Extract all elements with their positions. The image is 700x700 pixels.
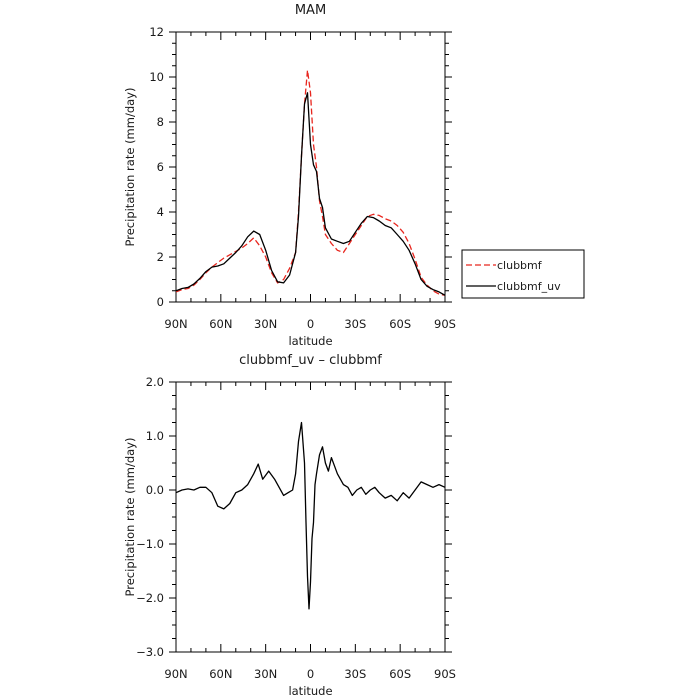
series-line-clubbmf_uv [176, 92, 445, 296]
x-tick-label: 90N [164, 317, 187, 331]
legend-box [461, 249, 585, 299]
y-tick-label: 0.0 [146, 483, 164, 497]
y-tick-label: −3.0 [136, 645, 164, 659]
y-tick-label: −1.0 [136, 537, 164, 551]
x-axis-label: latitude [288, 334, 332, 348]
y-axis-label: Precipitation rate (mm/day) [123, 88, 137, 247]
legend-label-clubbmf: clubbmf [497, 259, 543, 272]
x-tick-label: 0 [307, 667, 314, 681]
chart-title: MAM [295, 3, 326, 18]
plot-frame [175, 381, 446, 653]
y-tick-label: 2 [157, 250, 164, 264]
x-tick-label: 30N [254, 317, 277, 331]
x-axis-label: latitude [288, 684, 332, 698]
y-tick-label: 8 [157, 115, 164, 129]
x-tick-label: 30S [344, 317, 366, 331]
x-tick-label: 90N [164, 667, 187, 681]
x-tick-label: 60S [389, 317, 411, 331]
y-tick-label: 10 [149, 70, 164, 84]
series-line-clubbmf [176, 69, 445, 296]
top-panel: MAM 90N 60N 30N 0 30S 60S 90S 0 2 4 6 8 10 12 latitude P… [123, 3, 585, 348]
y-tick-label: 4 [157, 205, 164, 219]
chart-title: clubbmf_uv – clubbmf [239, 353, 382, 368]
y-tick-label: 6 [157, 160, 164, 174]
series-line-difference [176, 421, 445, 610]
bottom-panel: clubbmf_uv – clubbmf 90N 60N 30N 0 30S 60S 90S −… [123, 353, 456, 698]
x-tick-label: 90S [434, 667, 456, 681]
y-tick-label: 2.0 [146, 375, 164, 389]
x-tick-label: 0 [307, 317, 314, 331]
plot-frame [175, 31, 446, 303]
x-tick-label: 30S [344, 667, 366, 681]
x-tick-label: 30N [254, 667, 277, 681]
y-tick-label: 1.0 [146, 429, 164, 443]
x-tick-label: 60N [209, 317, 232, 331]
y-tick-label: 12 [149, 25, 164, 39]
x-tick-label: 60S [389, 667, 411, 681]
y-tick-label: −2.0 [136, 591, 164, 605]
x-tick-label: 90S [434, 317, 456, 331]
y-tick-label: 0 [157, 295, 164, 309]
y-axis-label: Precipitation rate (mm/day) [123, 438, 137, 597]
x-tick-label: 60N [209, 667, 232, 681]
legend-label-clubbmf_uv: clubbmf_uv [497, 280, 561, 293]
